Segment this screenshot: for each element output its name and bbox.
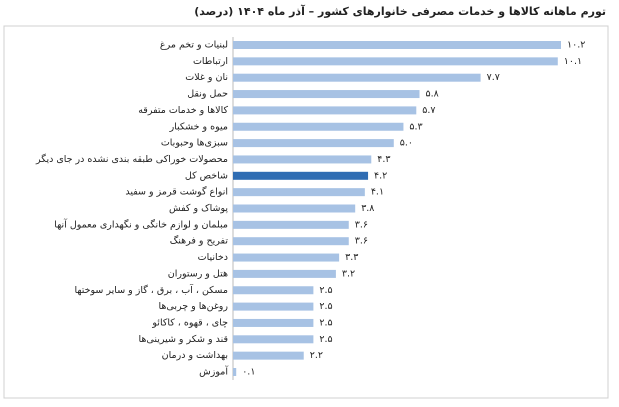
- value-label: ۷.۷: [487, 72, 500, 83]
- bar: [233, 171, 369, 180]
- bar: [233, 204, 356, 213]
- value-label: ۵.۷: [422, 105, 435, 116]
- category-label: لبنیات و تخم مرغ: [160, 40, 228, 51]
- value-label: ۴.۱: [371, 187, 384, 198]
- category-label: سبزی‌ها وحبوبات: [161, 138, 228, 149]
- value-label: ۲.۵: [319, 317, 332, 328]
- value-label: ۳.۸: [361, 203, 374, 214]
- value-label: ۳.۲: [342, 268, 355, 279]
- value-label: ۳.۶: [355, 236, 368, 247]
- category-label: تفریح و فرهنگ: [170, 235, 229, 247]
- category-label: دخانیات: [198, 252, 228, 263]
- category-label: ارتباطات: [193, 56, 228, 67]
- category-label: مبلمان و لوازم خانگی و نگهداری معمول آنه…: [54, 217, 228, 230]
- bar: [233, 351, 304, 360]
- category-label: کالاها و خدمات متفرقه: [138, 105, 228, 116]
- value-label: ۲.۵: [319, 334, 332, 345]
- category-label: قند و شکر و شیرینی‌ها: [139, 334, 229, 345]
- bar: [233, 302, 314, 311]
- value-label: ۱۰.۱: [564, 56, 582, 67]
- value-label: ۴.۳: [377, 154, 390, 165]
- category-label: محصولات خوراکی طبقه بندی نشده در جای دیگ…: [35, 153, 228, 165]
- bar: [233, 220, 349, 229]
- bar: [233, 237, 349, 246]
- bar: [233, 139, 394, 148]
- bar: [233, 318, 314, 327]
- category-label: شاخص کل: [185, 170, 228, 181]
- category-label: مسکن ، آب ، برق ، گاز و سایر سوختها: [75, 283, 228, 296]
- value-label: ۴.۲: [374, 170, 387, 181]
- category-label: میوه و خشکبار: [169, 121, 228, 132]
- bar: [233, 335, 314, 344]
- value-label: ۰.۱: [242, 367, 255, 378]
- bar: [233, 90, 420, 99]
- value-label: ۱۰.۲: [567, 40, 585, 51]
- bar: [233, 106, 417, 115]
- category-label: روغن‌ها و چربی‌ها: [159, 301, 229, 312]
- bar: [233, 41, 561, 49]
- category-label: انواع گوشت قرمز و سفید: [125, 186, 228, 198]
- value-label: ۳.۳: [345, 252, 358, 263]
- chart-title: تورم ماهانه کالاها و خدمات مصرفی خانواره…: [194, 4, 606, 18]
- value-label: ۵.۳: [409, 121, 422, 132]
- chart-frame: [3, 25, 609, 399]
- value-label: ۵.۸: [426, 89, 439, 100]
- bar: [233, 286, 314, 295]
- bar: [233, 188, 365, 197]
- category-label: بهداشت و درمان: [162, 350, 228, 361]
- value-label: ۵.۰: [400, 138, 413, 149]
- bar: [233, 122, 404, 131]
- bar: [233, 253, 340, 262]
- bar: [233, 73, 481, 82]
- category-label: چای ، قهوه ، کاکائو: [151, 317, 228, 328]
- value-label: ۳.۶: [355, 219, 368, 230]
- bar: [233, 368, 237, 376]
- bar: [233, 269, 336, 278]
- bar: [233, 155, 372, 164]
- category-label: آموزش: [199, 365, 228, 378]
- value-label: ۲.۲: [310, 350, 323, 361]
- category-label: پوشاک و کفش: [169, 203, 228, 214]
- category-label: نان و غلات: [185, 72, 228, 83]
- bar: [233, 57, 558, 66]
- value-label: ۲.۵: [319, 301, 332, 312]
- value-label: ۲.۵: [319, 285, 332, 296]
- category-label: حمل ونقل: [187, 89, 228, 100]
- category-label: هتل و رستوران: [168, 268, 228, 279]
